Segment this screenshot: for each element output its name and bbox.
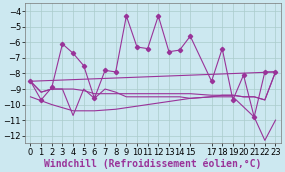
X-axis label: Windchill (Refroidissement éolien,°C): Windchill (Refroidissement éolien,°C) [44, 158, 262, 169]
